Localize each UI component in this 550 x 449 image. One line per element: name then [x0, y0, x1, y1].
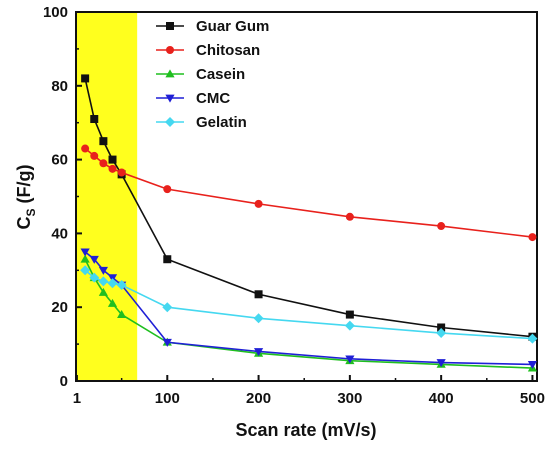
legend-item-gelatin: Gelatin [156, 114, 247, 131]
legend-label: Casein [196, 66, 245, 83]
y-tick-label: 80 [51, 78, 68, 95]
data-point-guar-gum [254, 290, 263, 299]
data-point-gelatin [162, 302, 173, 313]
data-point-chitosan [117, 168, 126, 177]
legend-label: Chitosan [196, 42, 260, 59]
data-point-gelatin [253, 313, 264, 324]
y-axis-label-sub: S [24, 208, 38, 216]
legend-item-cmc: CMC [156, 90, 230, 107]
y-tick-label: 20 [51, 299, 68, 316]
series-line-casein [84, 258, 533, 369]
data-point-chitosan [108, 164, 117, 173]
legend-marker [165, 117, 175, 127]
series-cmc [80, 248, 538, 369]
data-point-cmc [162, 338, 172, 347]
data-point-gelatin [436, 328, 447, 339]
data-point-chitosan [254, 199, 263, 208]
data-point-guar-gum [108, 155, 117, 164]
x-tick-label: 500 [520, 390, 545, 407]
series-line-gelatin [84, 269, 533, 340]
data-point-gelatin [80, 265, 91, 276]
data-point-gelatin [107, 278, 118, 289]
data-point-chitosan [163, 185, 172, 194]
legend-label: CMC [196, 90, 230, 107]
y-tick-label: 40 [51, 225, 68, 242]
data-point-cmc [253, 348, 264, 357]
data-point-casein [107, 298, 118, 307]
data-point-chitosan [437, 222, 446, 231]
legend-label: Guar Gum [196, 18, 269, 35]
x-tick-label: 400 [429, 390, 454, 407]
y-tick-label: 0 [60, 373, 68, 390]
data-point-guar-gum [163, 255, 172, 264]
data-point-casein [80, 254, 90, 263]
series-casein [80, 254, 538, 372]
data-point-gelatin [89, 272, 100, 283]
y-tick-label: 100 [43, 4, 68, 21]
data-point-guar-gum [90, 115, 99, 124]
x-tick-label: 200 [246, 390, 271, 407]
legend-label: Gelatin [196, 114, 247, 131]
x-axis-label: Scan rate (mV/s) [235, 420, 376, 440]
data-point-gelatin [527, 333, 538, 344]
y-axis-label-unit: (F/g) [14, 164, 34, 208]
data-point-cmc [80, 248, 90, 257]
data-point-guar-gum [99, 137, 108, 146]
data-point-gelatin [98, 276, 109, 287]
data-point-cmc [89, 255, 99, 264]
data-point-chitosan [90, 151, 99, 160]
data-point-chitosan [99, 159, 108, 168]
highlight-region [76, 12, 138, 381]
legend-marker [165, 94, 175, 103]
x-tick-label: 300 [337, 390, 362, 407]
plot-frame [75, 11, 538, 382]
series-line-guar-gum [84, 78, 533, 338]
data-point-guar-gum [437, 323, 446, 332]
data-point-chitosan [528, 233, 537, 242]
legend-item-chitosan: Chitosan [156, 42, 260, 59]
data-point-cmc [98, 266, 108, 275]
legend-item-casein: Casein [156, 66, 245, 83]
data-point-casein [98, 287, 108, 296]
data-point-cmc [436, 359, 446, 368]
series-line-chitosan [84, 147, 533, 238]
x-tick-label: 100 [155, 390, 180, 407]
series-guar-gum [81, 74, 537, 341]
legend: Guar Gum Chitosan Casein CMC Gelatin [156, 18, 269, 131]
x-tick-label: 1 [73, 390, 81, 407]
data-point-guar-gum [81, 74, 90, 83]
series-gelatin [80, 265, 538, 344]
y-axis-label: CS (F/g) [14, 164, 38, 229]
series-line-cmc [84, 251, 533, 366]
data-point-cmc [345, 355, 355, 364]
legend-marker [166, 22, 174, 30]
data-point-cmc [527, 360, 538, 369]
legend-item-guar-gum: Guar Gum [156, 18, 269, 35]
plot-layer: 0 20 40 60 80 100 1 100 200 300 400 500 Guar Gum Chit… [43, 4, 545, 407]
data-point-chitosan [81, 144, 90, 153]
y-tick-label: 60 [51, 152, 68, 169]
legend-marker [166, 46, 174, 54]
series-chitosan [81, 144, 537, 242]
data-point-guar-gum [345, 310, 354, 319]
data-point-gelatin [344, 320, 355, 331]
data-point-chitosan [345, 212, 354, 221]
legend-marker [165, 69, 175, 78]
data-point-casein [117, 309, 127, 318]
y-axis-label-main: C [14, 217, 34, 230]
data-point-gelatin [116, 280, 127, 291]
